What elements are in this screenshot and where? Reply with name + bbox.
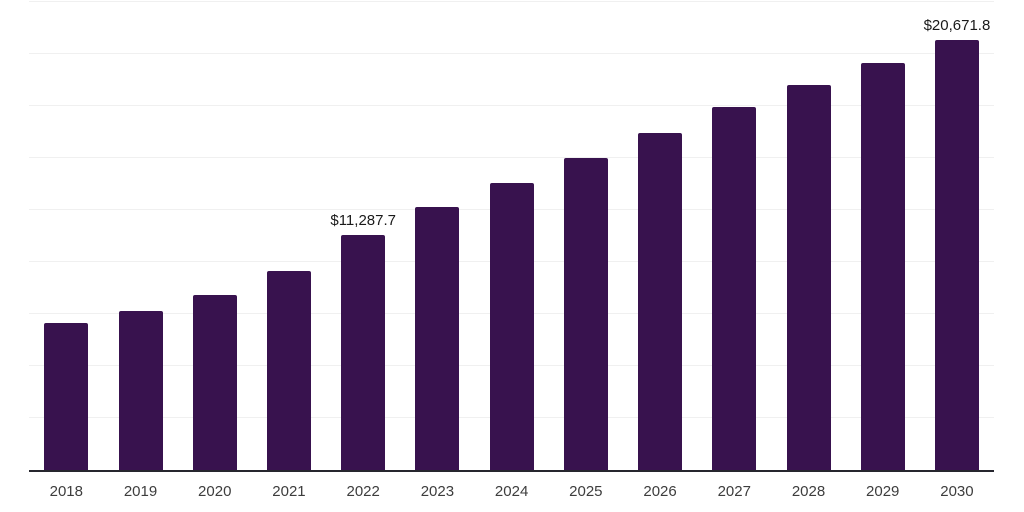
value-label-2022: $11,287.7 — [330, 212, 396, 230]
x-axis-label: 2030 — [940, 483, 974, 500]
bar-2030[interactable] — [934, 40, 979, 470]
x-axis-label: 2020 — [198, 483, 232, 500]
gridline — [29, 105, 994, 106]
bar-2025[interactable] — [563, 158, 608, 470]
x-axis-label: 2028 — [791, 483, 826, 500]
gridline — [29, 1, 994, 2]
bar-2021[interactable] — [266, 270, 311, 470]
gridline — [29, 53, 994, 54]
x-axis-label: 2026 — [643, 483, 677, 500]
plot-area: $11,287.7 $20,671.8 — [29, 1, 994, 472]
bar-2029[interactable] — [860, 62, 905, 470]
bar-2027[interactable] — [712, 107, 757, 470]
x-axis-label: 2019 — [123, 483, 158, 500]
x-axis-line — [29, 470, 994, 472]
x-axis-label: 2022 — [346, 483, 380, 500]
bar-2028[interactable] — [786, 84, 831, 470]
bar-2023[interactable] — [415, 207, 460, 470]
bar-2022[interactable] — [341, 235, 386, 470]
x-axis-label: 2021 — [272, 483, 306, 500]
x-axis: 2018 2019 2020 2021 2022 2023 2024 2025 2026 2027… — [29, 483, 994, 504]
x-axis-label: 2023 — [420, 483, 455, 500]
value-label-2030: $20,671.8 — [923, 17, 991, 35]
bar-2018[interactable] — [44, 323, 89, 470]
x-axis-label: 2024 — [494, 483, 529, 500]
x-axis-label: 2029 — [866, 483, 900, 500]
bar-2020[interactable] — [192, 294, 237, 470]
bar-2026[interactable] — [638, 132, 683, 470]
bar-2019[interactable] — [118, 310, 163, 470]
bar-2024[interactable] — [489, 182, 534, 470]
gridline — [29, 157, 994, 158]
x-axis-label: 2025 — [569, 483, 603, 500]
x-axis-label: 2027 — [717, 483, 751, 500]
x-axis-label: 2018 — [49, 483, 83, 500]
